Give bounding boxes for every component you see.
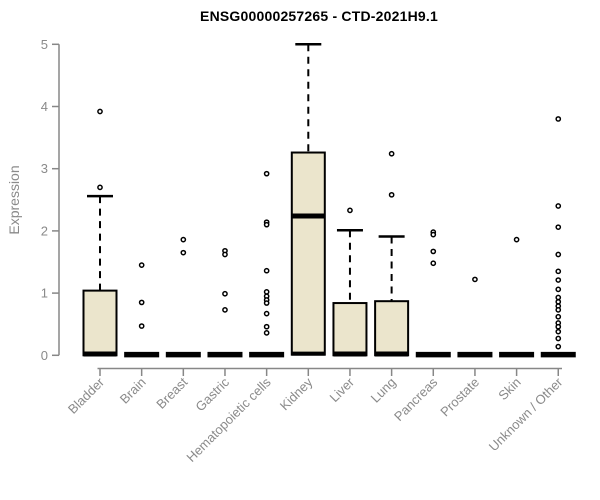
outlier-point (388, 191, 395, 198)
outlier-point (555, 313, 562, 320)
x-tick-label: Breast (153, 374, 190, 411)
outlier-point (555, 251, 562, 258)
outlier-point (555, 307, 562, 313)
outlier-point (555, 286, 562, 293)
outlier-point (222, 290, 228, 297)
outlier-point (138, 299, 145, 306)
outlier-point (97, 108, 103, 115)
outlier-point (263, 323, 270, 330)
outlier-point (555, 335, 562, 342)
outlier-point (263, 170, 270, 177)
outlier-point (97, 184, 103, 191)
outlier-point (472, 276, 478, 283)
y-tick-label: 0 (41, 348, 48, 363)
outlier-point (138, 323, 145, 329)
y-tick-label: 3 (41, 161, 48, 176)
outlier-point (263, 221, 270, 228)
outlier-point (430, 248, 437, 255)
outlier-point (388, 150, 395, 157)
outlier-point (263, 300, 270, 306)
outlier-point (555, 328, 562, 335)
outlier-point (430, 231, 437, 238)
outlier-point (555, 203, 562, 209)
x-tick-label: Liver (327, 374, 358, 405)
outlier-point (263, 289, 270, 295)
outlier-point (180, 249, 187, 256)
x-tick-label: Pancreas (391, 374, 441, 424)
x-tick-label: Kidney (277, 374, 316, 413)
outlier-point (263, 330, 270, 336)
box (374, 300, 410, 357)
outlier-point (555, 116, 562, 122)
outlier-point (222, 307, 228, 313)
outlier-point (513, 236, 520, 243)
outlier-point (263, 310, 270, 317)
box (332, 302, 368, 357)
outlier-point (222, 251, 228, 258)
x-tick-label: Lung (368, 375, 399, 406)
outlier-point (138, 262, 145, 268)
y-tick-label: 4 (41, 99, 48, 114)
outlier-point (555, 294, 562, 301)
y-tick-label: 2 (41, 223, 48, 238)
outlier-point (555, 277, 562, 283)
outlier-point (180, 236, 187, 243)
outlier-point (555, 224, 562, 231)
outlier-point (555, 343, 562, 350)
y-tick-label: 5 (41, 37, 48, 52)
x-tick-label: Prostate (437, 375, 482, 420)
box (82, 289, 118, 357)
outlier-point (347, 207, 353, 214)
x-tick-label: Unknown / Other (486, 374, 566, 454)
outlier-point (555, 323, 562, 330)
outlier-point (263, 267, 270, 274)
outlier-point (555, 268, 562, 275)
chart-title: ENSG00000257265 - CTD-2021H9.1 (200, 8, 438, 24)
outlier-point (430, 260, 437, 267)
x-tick-label: Skin (495, 375, 523, 403)
x-tick-label: Gastric (192, 374, 232, 414)
x-tick-label: Bladder (65, 374, 108, 417)
outlier-point (555, 298, 562, 305)
box (290, 151, 326, 356)
x-tick-label: Brain (117, 375, 149, 407)
y-tick-label: 1 (41, 286, 48, 301)
